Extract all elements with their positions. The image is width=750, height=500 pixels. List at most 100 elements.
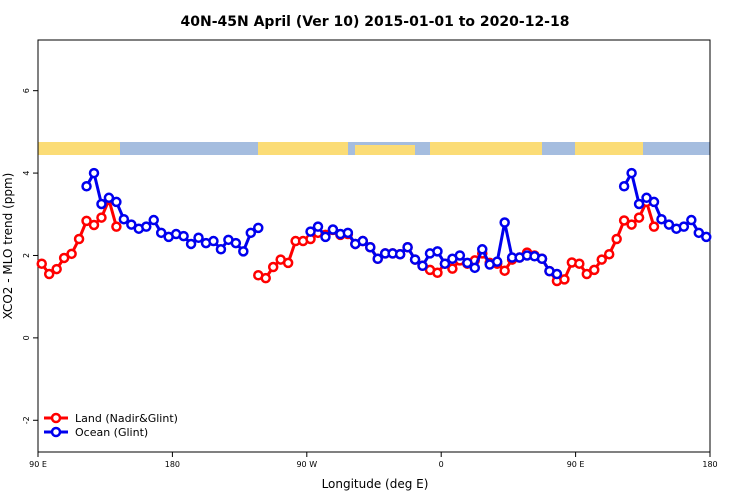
- point: [305, 226, 316, 237]
- y-tick-label: 4: [22, 171, 31, 176]
- series-line: [40, 195, 656, 283]
- point: [551, 268, 563, 280]
- y-axis-label: XCO2 - MLO trend (ppm): [1, 173, 15, 320]
- point: [118, 213, 130, 225]
- point: [342, 227, 354, 239]
- point: [402, 241, 413, 253]
- point: [559, 274, 570, 285]
- x-tick-label: 90 W: [296, 460, 317, 469]
- point: [88, 219, 100, 231]
- point: [141, 221, 152, 232]
- point: [618, 181, 630, 192]
- point: [365, 241, 376, 253]
- point: [663, 219, 675, 230]
- x-tick-label: 90 E: [567, 460, 585, 469]
- point: [394, 248, 406, 260]
- point: [499, 265, 510, 276]
- x-axis-label: Longitude (deg E): [322, 477, 429, 491]
- y-tick-label: 0: [22, 335, 31, 340]
- point: [626, 219, 637, 230]
- point: [589, 264, 600, 276]
- plot-frame: [37, 39, 711, 453]
- point: [43, 268, 55, 280]
- point: [432, 267, 443, 279]
- point: [469, 262, 481, 274]
- point: [208, 235, 219, 247]
- point: [312, 221, 324, 232]
- point: [111, 196, 122, 208]
- legend-marker: [50, 426, 62, 438]
- point: [320, 231, 331, 243]
- point: [193, 232, 204, 244]
- point: [372, 253, 383, 265]
- point: [462, 257, 473, 269]
- point: [603, 248, 615, 260]
- point: [230, 237, 242, 249]
- point: [253, 222, 264, 234]
- legend-label: Land (Nadir&Glint): [75, 412, 178, 425]
- point: [417, 260, 428, 272]
- point: [81, 215, 92, 227]
- point: [155, 227, 167, 239]
- chart-title: 40N-45N April (Ver 10) 2015-01-01 to 202…: [181, 14, 570, 30]
- point: [215, 244, 227, 255]
- point: [439, 258, 451, 269]
- point: [267, 261, 279, 273]
- point: [36, 258, 47, 269]
- point: [648, 196, 660, 208]
- point: [656, 213, 667, 225]
- x-tick-label: 0: [439, 460, 444, 469]
- point: [357, 235, 369, 247]
- point: [596, 254, 607, 265]
- legend-marker: [50, 412, 62, 424]
- point: [282, 257, 294, 269]
- y-tick-label: 6: [22, 88, 31, 93]
- point: [409, 254, 421, 265]
- point: [611, 233, 622, 245]
- x-tick-label: 180: [702, 460, 717, 469]
- point: [693, 227, 705, 239]
- point: [447, 263, 458, 274]
- point: [648, 221, 660, 232]
- point: [148, 214, 159, 226]
- point: [499, 217, 510, 228]
- point: [327, 224, 339, 235]
- point: [491, 256, 503, 267]
- point: [88, 167, 100, 179]
- point: [626, 167, 637, 179]
- point: [678, 221, 690, 232]
- point: [260, 272, 271, 284]
- point: [103, 192, 115, 204]
- x-tick-label: 90 E: [29, 460, 47, 469]
- point: [51, 263, 62, 275]
- legend: Land (Nadir&Glint)Ocean (Glint): [41, 407, 191, 441]
- series-line: [85, 169, 707, 276]
- x-tick-label: 180: [165, 460, 180, 469]
- point: [111, 221, 122, 232]
- point: [245, 227, 257, 239]
- point: [96, 212, 107, 223]
- point: [536, 253, 548, 265]
- point: [701, 231, 712, 243]
- point: [238, 246, 249, 257]
- point: [633, 198, 645, 210]
- point: [96, 198, 107, 210]
- point: [73, 233, 85, 245]
- point: [432, 246, 443, 257]
- point: [454, 250, 466, 261]
- point: [66, 248, 77, 260]
- point: [477, 244, 488, 255]
- point: [574, 258, 585, 269]
- legend-box: [41, 407, 191, 441]
- point: [185, 238, 197, 250]
- point: [81, 181, 92, 192]
- y-tick-label: -2: [22, 416, 31, 424]
- point: [581, 268, 593, 280]
- point: [633, 212, 645, 223]
- point: [618, 215, 630, 226]
- legend-label: Ocean (Glint): [75, 426, 148, 439]
- point: [126, 219, 137, 230]
- point: [641, 192, 652, 204]
- point: [58, 252, 70, 264]
